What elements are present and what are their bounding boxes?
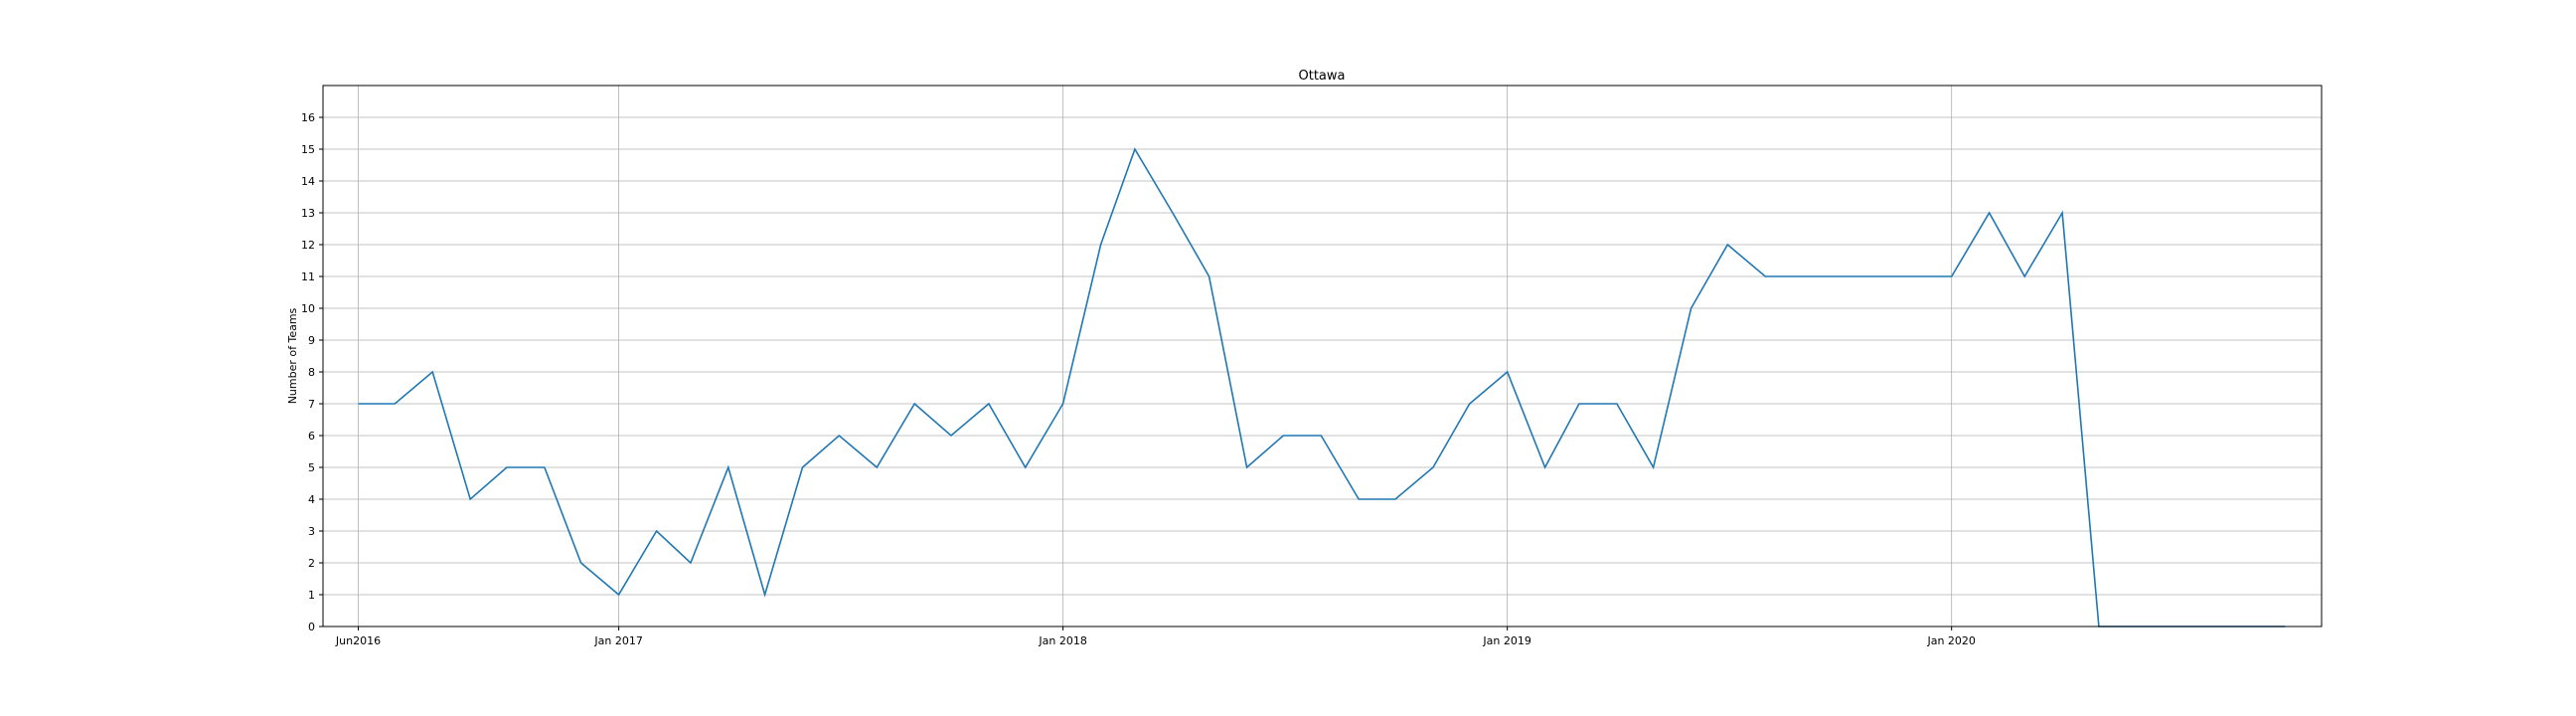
series-line (358, 147, 2286, 627)
y-tick-label: 3 (308, 525, 315, 538)
chart-title: Ottawa (1299, 69, 1346, 84)
x-tick-label: Jan 2020 (1926, 634, 1975, 647)
x-tick-label: Jan 2018 (1038, 634, 1086, 647)
y-tick-label: 15 (301, 143, 315, 156)
y-tick-label: 4 (308, 493, 315, 506)
y-tick-label: 5 (308, 461, 315, 474)
y-tick-label: 1 (308, 589, 315, 602)
x-tick-label: Jun2016 (335, 634, 381, 647)
y-tick-label: 14 (301, 175, 315, 188)
y-tick-label: 11 (301, 270, 315, 283)
x-tick-label: Jan 2017 (593, 634, 642, 647)
y-axis-label: Number of Teams (286, 307, 299, 404)
y-tick-label: 6 (308, 430, 315, 443)
y-tick-label: 13 (301, 207, 315, 220)
y-tick-label: 10 (301, 302, 315, 315)
y-tick-label: 16 (301, 111, 315, 124)
y-tick-label: 2 (308, 557, 315, 570)
x-tick-label: Jan 2019 (1482, 634, 1530, 647)
y-tick-label: 8 (308, 366, 315, 379)
y-tick-label: 0 (308, 621, 315, 633)
y-tick-label: 12 (301, 239, 315, 252)
plot-frame (322, 85, 2323, 627)
y-tick-label: 9 (308, 334, 315, 347)
y-tick-label: 7 (308, 398, 315, 411)
x-axis-ticks: Jun2016 Jan 2017 Jan 2018 Jan 2019 Jan 2020 (335, 626, 1976, 647)
